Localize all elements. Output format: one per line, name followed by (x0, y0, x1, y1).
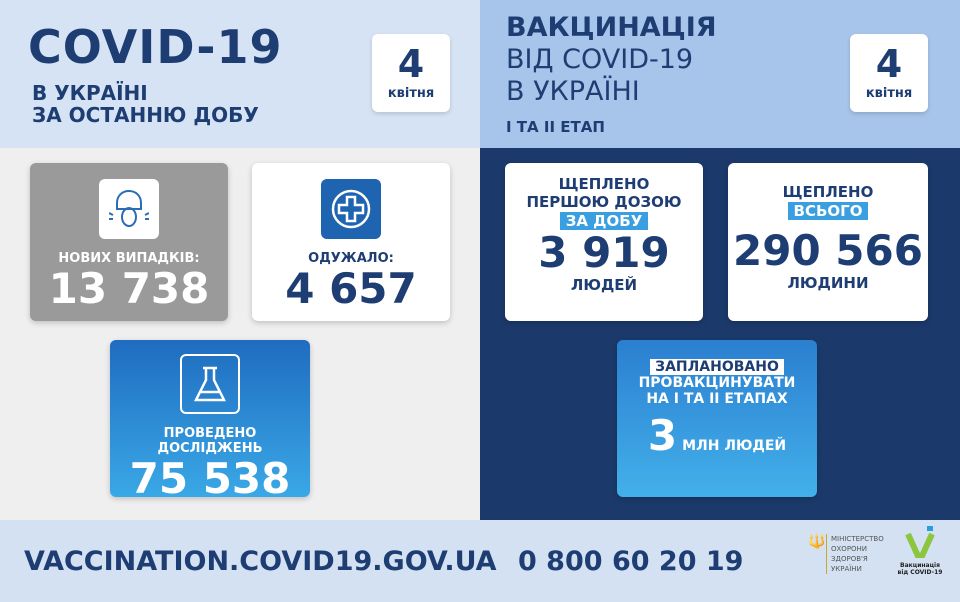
first-dose-unit: ЛЮДЕЙ (570, 276, 638, 294)
planned-highlight: ЗАПЛАНОВАНО (650, 359, 784, 375)
vacc-line2: ВІД COVID-19 (506, 44, 694, 75)
vaccination-logo: Вакцинація від COVID-19 (895, 526, 945, 576)
sneezing-person-icon (99, 179, 159, 239)
date-badge: 4 квітня (372, 34, 450, 112)
ministry-line: УКРАЇНИ (831, 565, 862, 573)
recovered-card: ОДУЖАЛО: 4 657 (252, 163, 450, 321)
total-unit: ЛЮДИНИ (787, 274, 869, 292)
tests-card: ПРОВЕДЕНО ДОСЛІДЖЕНЬ 75 538 (110, 340, 310, 502)
date-month: квітня (387, 86, 435, 101)
recovered-value: 4 657 (285, 264, 417, 313)
first-dose-value: 3 919 (538, 228, 670, 277)
website-link[interactable]: VACCINATION.COVID19.GOV.UA (24, 546, 497, 577)
planned-line1: ПРОВАКЦИНУВАТИ (638, 375, 796, 391)
planned-unit: МЛН ЛЮДЕЙ (682, 438, 787, 454)
new-cases-value: 13 738 (48, 264, 210, 313)
planned-value: 3 (647, 411, 678, 460)
first-dose-highlight: ЗА ДОБУ (559, 212, 649, 230)
total-card: ЩЕПЛЕНО ВСЬОГО 290 566 ЛЮДИНИ (728, 163, 928, 321)
first-dose-line1: ЩЕПЛЕНО (558, 175, 650, 193)
ministry-logo: МІНІСТЕРСТВО ОХОРОНИ ЗДОРОВ'Я УКРАЇНИ (826, 534, 884, 574)
vacc-line3: В УКРАЇНІ (506, 76, 640, 107)
right-header: ВАКЦИНАЦІЯ ВІД COVID-19 В УКРАЇНІ I ТА I… (480, 0, 960, 148)
vacc-logo-line1: Вакцинація (900, 562, 940, 569)
first-dose-line2: ПЕРШОЮ ДОЗОЮ (526, 193, 682, 211)
ministry-line: МІНІСТЕРСТВО (831, 535, 884, 543)
first-dose-card: ЩЕПЛЕНО ПЕРШОЮ ДОЗОЮ ЗА ДОБУ 3 919 ЛЮДЕЙ (505, 163, 703, 321)
flask-icon (180, 354, 240, 414)
date-day: 4 (397, 42, 425, 86)
vacc-title: ВАКЦИНАЦІЯ (506, 12, 717, 43)
total-line1: ЩЕПЛЕНО (782, 183, 874, 201)
recovered-label: ОДУЖАЛО: (308, 251, 394, 266)
total-highlight: ВСЬОГО (787, 202, 869, 220)
subtitle-line1: В УКРАЇНІ (32, 81, 148, 105)
new-cases-card: НОВИХ ВИПАДКІВ: 13 738 (30, 163, 228, 321)
tests-label: ПРОВЕДЕНО ДОСЛІДЖЕНЬ (157, 426, 263, 456)
vacc-logo-line2: від COVID-19 (897, 569, 943, 576)
hotline-phone: 0 800 60 20 19 (518, 546, 744, 577)
tests-value: 75 538 (129, 454, 291, 503)
trident-icon: 🔱 (808, 534, 826, 550)
total-value: 290 566 (733, 226, 923, 275)
footer: VACCINATION.COVID19.GOV.UA 0 800 60 20 1… (0, 520, 960, 602)
date-day: 4 (875, 42, 903, 86)
subtitle-line2: ЗА ОСТАННЮ ДОБУ (32, 103, 259, 127)
vaccination-v-icon (905, 526, 935, 559)
planned-line2: НА I ТА II ЕТАПАХ (646, 391, 788, 407)
ministry-line: ЗДОРОВ'Я (831, 555, 868, 563)
left-header: COVID-19 В УКРАЇНІ ЗА ОСТАННЮ ДОБУ 4 кві… (0, 0, 480, 148)
date-badge-right: 4 квітня (850, 34, 928, 112)
ministry-line: ОХОРОНИ (831, 545, 868, 553)
planned-card: ЗАПЛАНОВАНО ПРОВАКЦИНУВАТИ НА I ТА II ЕТ… (617, 340, 817, 497)
date-month: квітня (865, 86, 913, 101)
covid-title: COVID-19 (28, 20, 283, 74)
medical-cross-icon (321, 179, 381, 239)
new-cases-label: НОВИХ ВИПАДКІВ: (58, 251, 200, 266)
vacc-stage: I ТА II ЕТАП (506, 118, 605, 136)
